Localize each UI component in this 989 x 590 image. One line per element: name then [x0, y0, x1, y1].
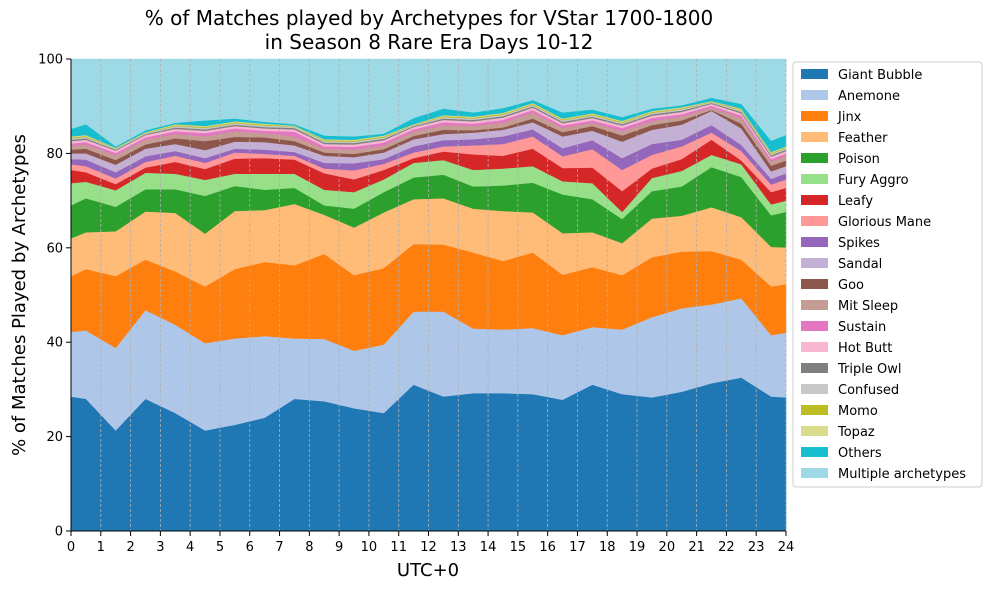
x-tick-label: 12 [420, 540, 437, 555]
legend-label-goo: Goo [838, 278, 864, 293]
y-tick-label: 20 [46, 430, 63, 445]
x-tick-label: 7 [275, 540, 283, 555]
x-tick-label: 2 [126, 540, 134, 555]
legend-label-sandal: Sandal [838, 257, 882, 272]
y-tick-label: 60 [46, 241, 63, 256]
x-tick-label: 17 [569, 540, 586, 555]
legend-swatch-triple-owl [801, 363, 828, 373]
legend-swatch-sustain [801, 321, 828, 331]
legend-label-jinx: Jinx [837, 110, 862, 125]
legend-label-anemone: Anemone [838, 89, 900, 104]
y-tick-label: 100 [38, 53, 63, 68]
legend-swatch-jinx [801, 111, 828, 121]
x-tick-label: 23 [748, 540, 765, 555]
legend-swatch-spikes [801, 237, 828, 247]
legend-swatch-topaz [801, 426, 828, 436]
legend-swatch-confused [801, 384, 828, 394]
legend-label-glorious-mane: Glorious Mane [838, 215, 931, 230]
chart-title-line1: % of Matches played by Archetypes for VS… [145, 6, 714, 30]
x-tick-label: 5 [216, 540, 224, 555]
legend-label-mit-sleep: Mit Sleep [838, 299, 898, 314]
legend-swatch-fury-aggro [801, 174, 828, 184]
legend-label-fury-aggro: Fury Aggro [838, 173, 909, 188]
x-tick-label: 1 [97, 540, 105, 555]
x-tick-label: 0 [67, 540, 75, 555]
x-tick-label: 19 [629, 540, 646, 555]
legend-swatch-goo [801, 279, 828, 289]
y-axis-label: % of Matches Played by Archetypes [9, 134, 30, 456]
x-tick-label: 3 [156, 540, 164, 555]
legend-swatch-anemone [801, 90, 828, 100]
legend-swatch-mit-sleep [801, 300, 828, 310]
legend-label-giant-bubble: Giant Bubble [838, 68, 922, 83]
x-tick-label: 20 [659, 540, 676, 555]
legend-label-momo: Momo [838, 404, 878, 419]
x-tick-label: 13 [450, 540, 467, 555]
y-tick-label: 80 [46, 147, 63, 162]
y-tick-label: 0 [55, 525, 63, 540]
legend-label-sustain: Sustain [838, 320, 886, 335]
legend-label-multiple-archetypes: Multiple archetypes [838, 467, 966, 482]
legend-label-hot-butt: Hot Butt [838, 341, 892, 356]
legend-frame [792, 61, 983, 488]
legend-swatch-sandal [801, 258, 828, 268]
x-tick-label: 18 [599, 540, 616, 555]
legend: Giant Bubble Anemone Jinx Feather Poison Fury… [792, 61, 983, 488]
x-tick-label: 22 [718, 540, 735, 555]
legend-swatch-leafy [801, 195, 828, 205]
x-tick-label: 6 [246, 540, 254, 555]
x-tick-label: 14 [480, 540, 497, 555]
legend-swatch-hot-butt [801, 342, 828, 352]
legend-swatch-poison [801, 153, 828, 163]
x-tick-label: 16 [539, 540, 556, 555]
x-tick-label: 4 [186, 540, 194, 555]
legend-swatch-feather [801, 132, 828, 142]
x-axis-label: UTC+0 [397, 560, 459, 581]
x-tick-label: 24 [778, 540, 795, 555]
legend-label-spikes: Spikes [838, 236, 880, 251]
legend-label-triple-owl: Triple Owl [837, 362, 901, 377]
chart-title-line2: in Season 8 Rare Era Days 10-12 [265, 30, 594, 54]
legend-label-leafy: Leafy [838, 194, 873, 209]
legend-label-confused: Confused [838, 383, 899, 398]
legend-swatch-multiple-archetypes [801, 468, 828, 478]
x-tick-label: 21 [688, 540, 705, 555]
legend-swatch-momo [801, 405, 828, 415]
x-tick-label: 10 [361, 540, 378, 555]
x-ticks: 0 1 2 3 4 5 6 7 8 9 10 11 12 13 14 15 16 17 18 19 20 21 22 23 24 [67, 531, 794, 555]
legend-label-poison: Poison [838, 152, 880, 167]
legend-swatch-others [801, 447, 828, 457]
x-tick-label: 9 [335, 540, 343, 555]
legend-label-feather: Feather [838, 131, 888, 146]
y-ticks: 0 20 40 60 80 100 [38, 53, 71, 540]
legend-swatch-giant-bubble [801, 69, 828, 79]
x-tick-label: 15 [510, 540, 527, 555]
legend-label-others: Others [838, 446, 882, 461]
x-tick-label: 8 [305, 540, 313, 555]
y-tick-label: 40 [46, 336, 63, 351]
legend-swatch-glorious-mane [801, 216, 828, 226]
legend-label-topaz: Topaz [837, 425, 875, 440]
x-tick-label: 11 [390, 540, 407, 555]
